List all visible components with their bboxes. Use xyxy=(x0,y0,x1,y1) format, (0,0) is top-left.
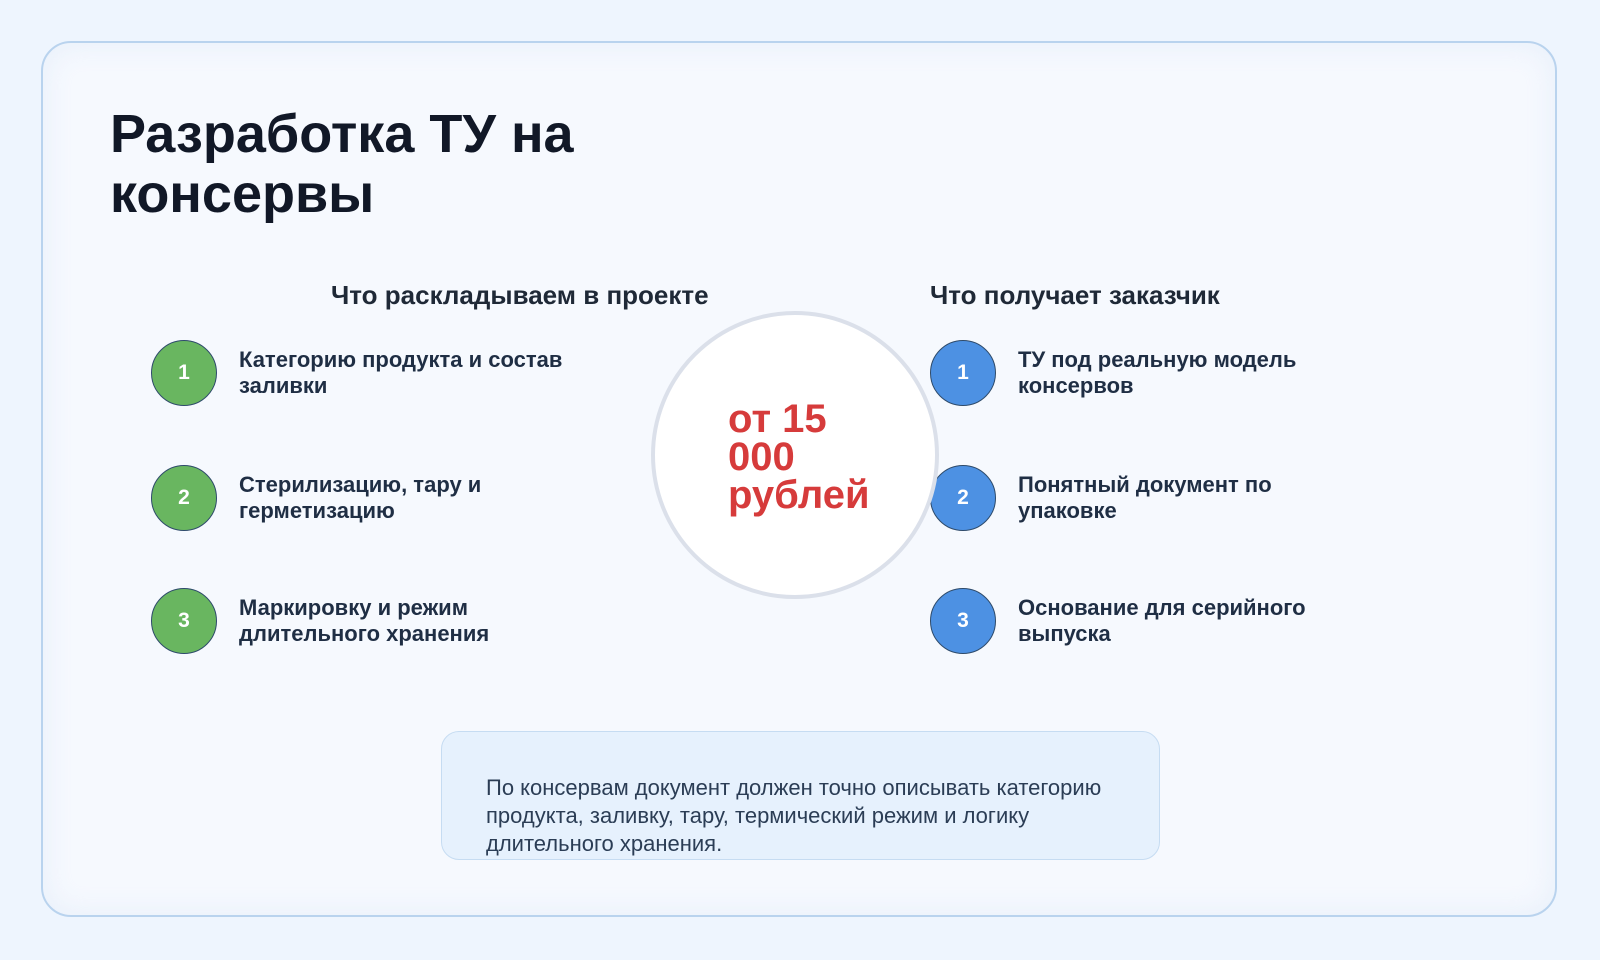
list-item-text: Маркировку и режим длительного хранения xyxy=(239,595,490,646)
list-item: 2 Понятный документ по упаковке xyxy=(930,465,1318,531)
list-item-text: Основание для серийного выпуска xyxy=(1018,595,1306,646)
step-badge: 3 xyxy=(151,588,217,654)
step-badge: 1 xyxy=(930,340,996,406)
right-column-heading: Что получает заказчик xyxy=(930,280,1220,310)
note-text: По консервам документ должен точно описы… xyxy=(486,775,1102,856)
list-item: 3 Основание для серийного выпуска xyxy=(930,588,1348,654)
note-box: По консервам документ должен точно описы… xyxy=(441,731,1160,860)
step-badge: 3 xyxy=(930,588,996,654)
list-item-text: ТУ под реальную модель консервов xyxy=(1018,347,1297,398)
step-badge: 2 xyxy=(930,465,996,531)
page-title: Разработка ТУ на консервы xyxy=(110,104,574,224)
list-item: 1 ТУ под реальную модель консервов xyxy=(930,340,1348,406)
step-badge: 2 xyxy=(151,465,217,531)
price-text: от 15 000 рублей xyxy=(728,397,870,517)
left-column-heading: Что раскладываем в проекте xyxy=(331,280,709,310)
list-item-text: Понятный документ по упаковке xyxy=(1018,472,1272,523)
list-item: 2 Стерилизацию, тару и герметизацию xyxy=(151,465,539,531)
list-item: 1 Категорию продукта и состав заливки xyxy=(151,340,619,406)
list-item: 3 Маркировку и режим длительного хранени… xyxy=(151,588,539,654)
list-item-text: Стерилизацию, тару и герметизацию xyxy=(239,472,482,523)
step-badge: 1 xyxy=(151,340,217,406)
price-circle xyxy=(651,311,939,599)
list-item-text: Категорию продукта и состав заливки xyxy=(239,347,563,398)
